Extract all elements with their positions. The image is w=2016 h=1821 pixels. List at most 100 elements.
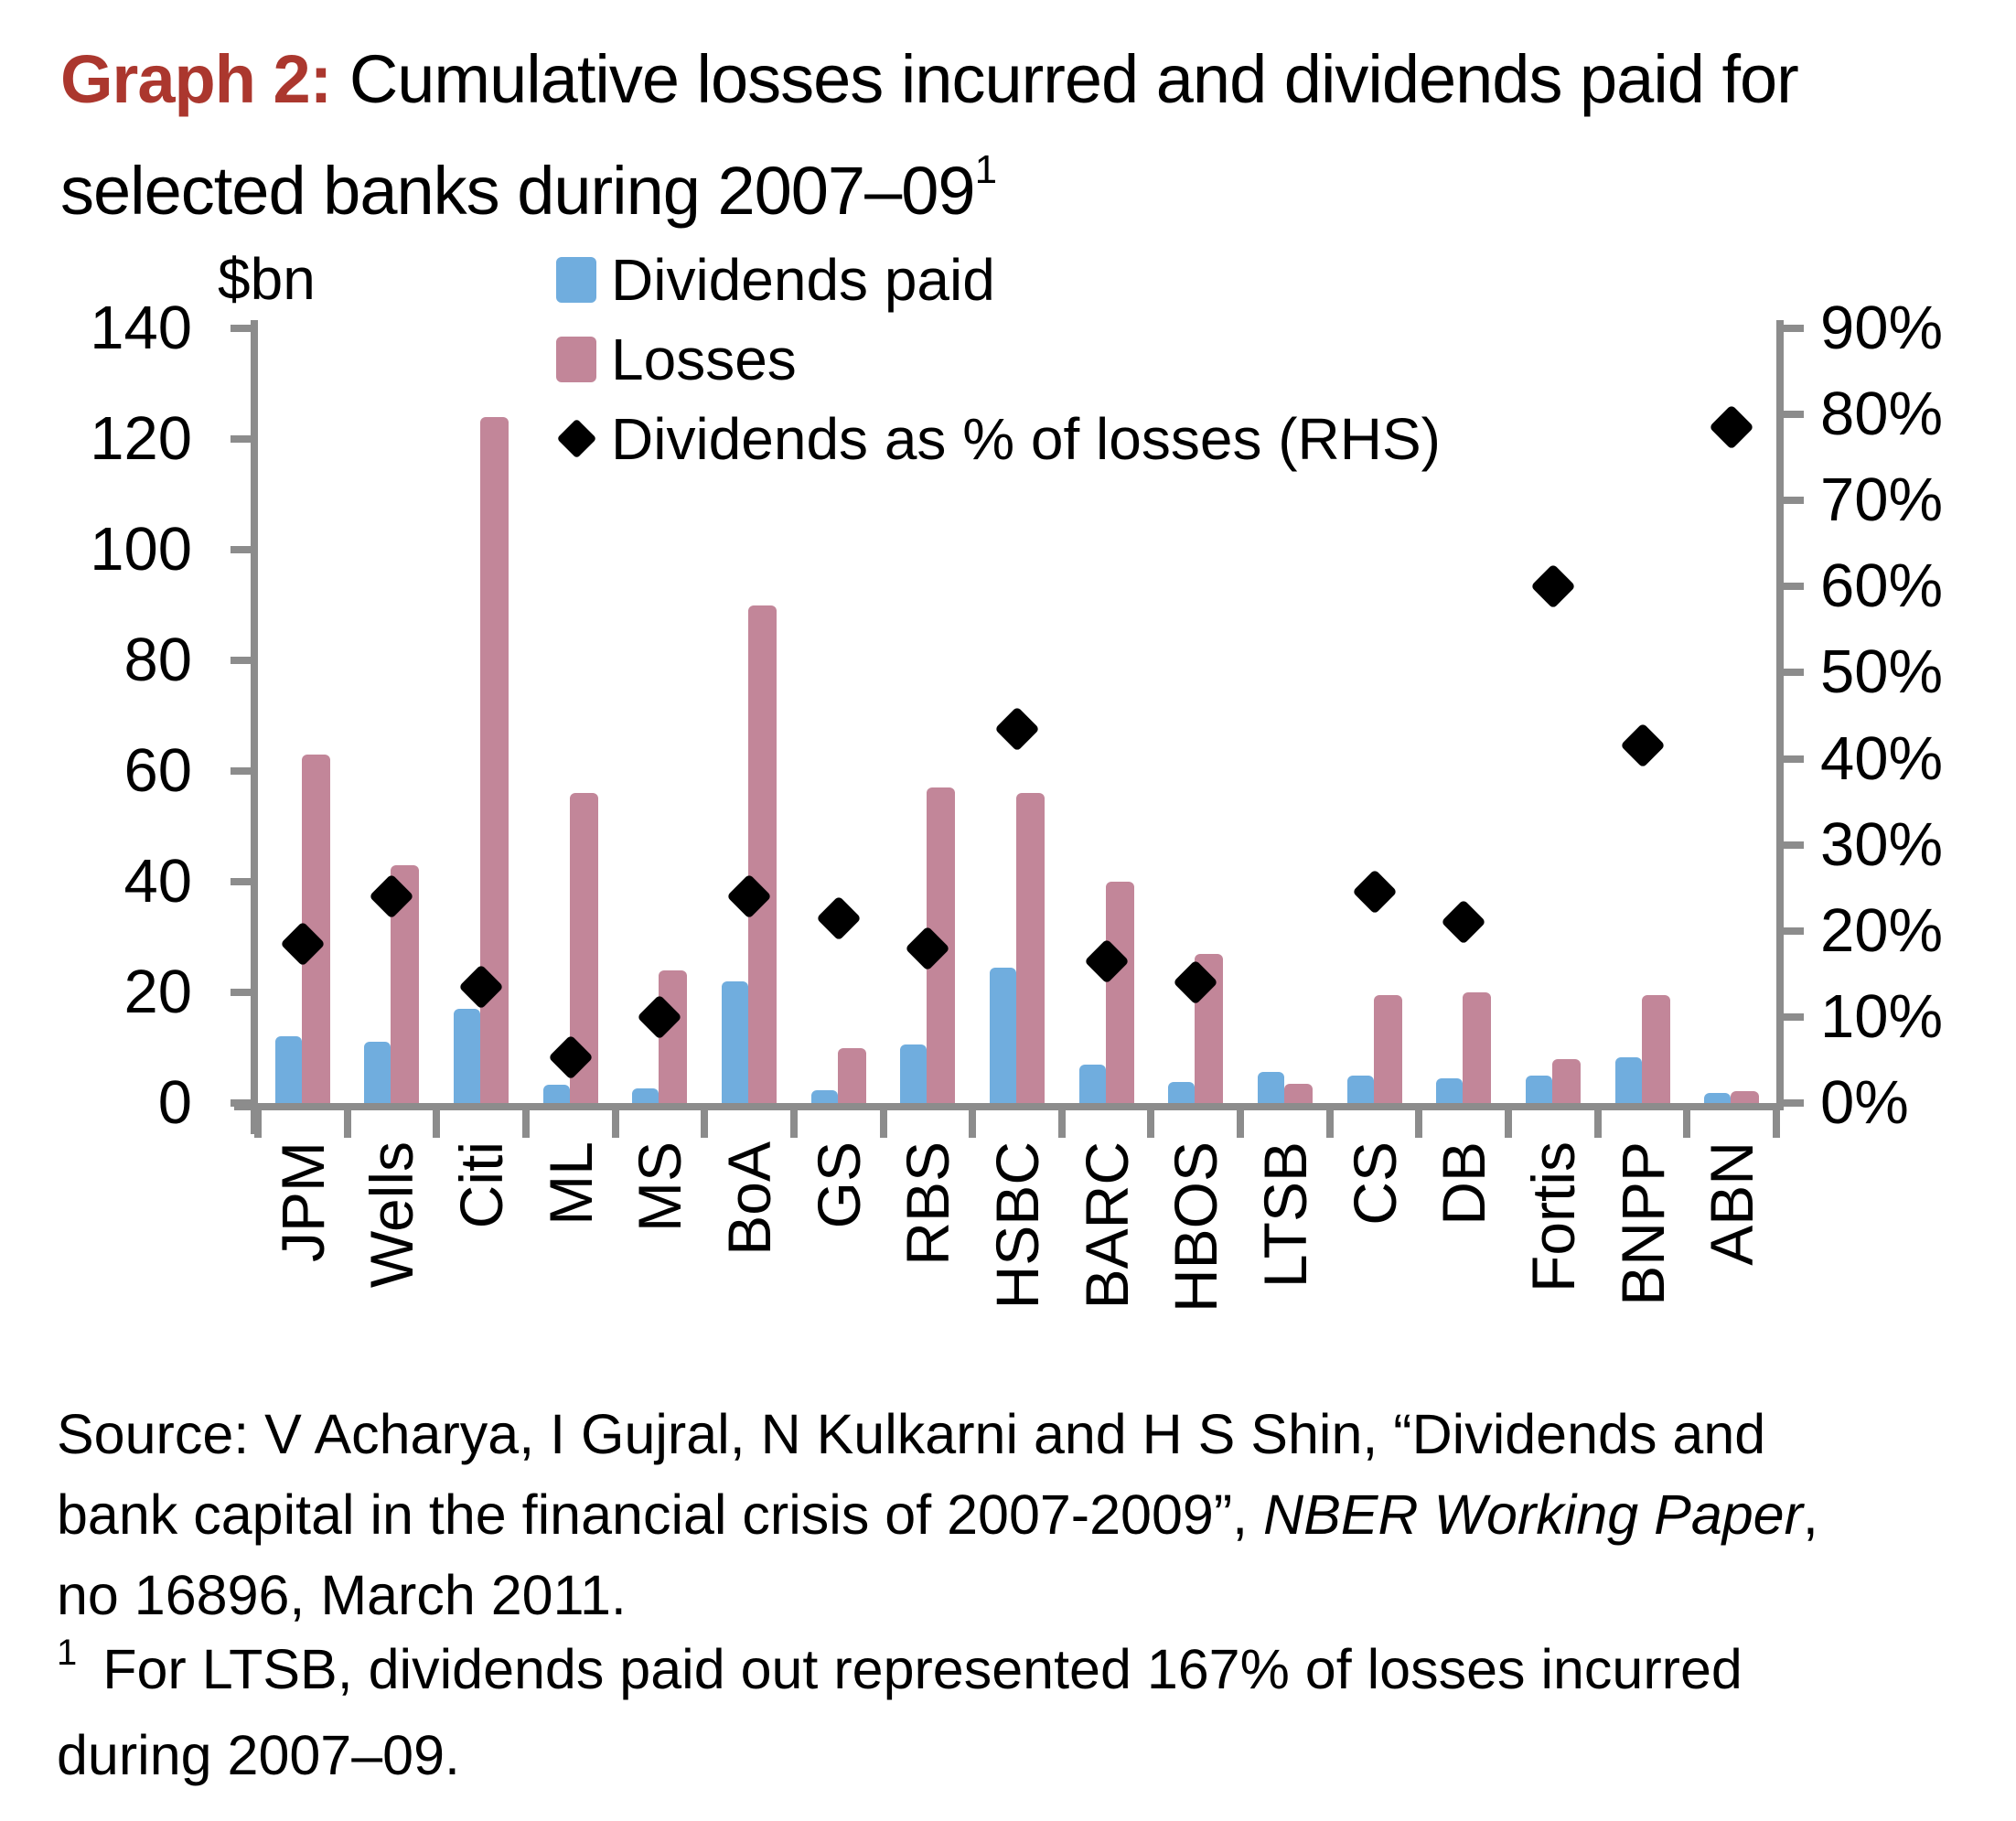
bar-dividends-paid [722, 980, 749, 1103]
x-axis-label: HSBC [983, 1141, 1051, 1310]
left-axis-tick [231, 989, 251, 996]
legend-swatch-icon [556, 256, 596, 303]
right-axis-tick [1784, 669, 1804, 677]
chart-title-text: Cumulative losses incurred and dividends… [60, 41, 1799, 229]
right-axis-tick [1784, 1012, 1804, 1021]
bar-dividends-paid [632, 1087, 659, 1103]
x-axis-tick [1593, 1109, 1602, 1138]
right-axis-line [1776, 320, 1784, 1110]
x-axis-label: Wells [358, 1141, 426, 1289]
x-axis-tick [1057, 1109, 1066, 1138]
bar-losses [1731, 1091, 1760, 1103]
bar-dividends-paid [900, 1044, 928, 1103]
source-line-2: bank capital in the financial crisis of … [57, 1484, 1818, 1546]
x-axis-tick [969, 1109, 977, 1138]
right-tick-label: 50% [1820, 637, 1944, 707]
legend-label: Dividends as % of losses (RHS) [611, 405, 1441, 472]
left-axis-tick [231, 878, 251, 885]
source-line-1: Source: V Acharya, I Gujral, N Kulkarni … [57, 1403, 1766, 1465]
x-axis-label: Fortis [1518, 1141, 1587, 1292]
bar-dividends-paid [1704, 1093, 1732, 1103]
right-tick-label: 0% [1820, 1068, 1909, 1137]
x-axis-label: Citi [447, 1141, 516, 1229]
bar-losses [1016, 793, 1045, 1103]
legend-swatch-icon [556, 336, 596, 382]
legend-label: Losses [611, 326, 797, 392]
left-axis-tick [231, 325, 251, 332]
bar-dividends-paid [1614, 1056, 1642, 1103]
bar-dividends-paid [364, 1042, 391, 1103]
bar-losses [1463, 992, 1492, 1103]
legend-diamond-icon [556, 418, 596, 459]
bar-losses [748, 605, 777, 1103]
x-axis-tick [254, 1109, 262, 1138]
legend-item: Dividends as % of losses (RHS) [556, 399, 1441, 478]
x-axis-line [234, 1103, 1784, 1110]
x-axis-label: DB [1430, 1141, 1498, 1226]
chart-title: Graph 2: Cumulative losses incurred and … [60, 24, 1871, 247]
ratio-diamond-marker [1530, 563, 1576, 610]
bar-dividends-paid [274, 1036, 302, 1103]
right-axis-tick [1784, 325, 1804, 332]
right-tick-label: 70% [1820, 466, 1944, 535]
x-axis-label: ABN [1698, 1141, 1766, 1266]
bar-dividends-paid [1525, 1075, 1552, 1103]
right-tick-label: 20% [1820, 895, 1944, 965]
x-axis-label: HBOS [1162, 1141, 1230, 1313]
right-axis-tick [1784, 841, 1804, 849]
right-axis-tick [1784, 1099, 1804, 1107]
ratio-diamond-marker [1619, 723, 1666, 769]
chart-title-footnote-marker: 1 [974, 147, 998, 192]
right-tick-label: 10% [1820, 981, 1944, 1051]
left-axis-tick [231, 1099, 251, 1107]
left-tick-label: 20 [123, 958, 192, 1026]
x-axis-tick [879, 1109, 887, 1138]
x-axis-label: ML [536, 1141, 605, 1226]
legend-label: Dividends paid [611, 246, 995, 313]
left-axis-tick [231, 767, 251, 775]
x-axis-tick [1325, 1109, 1334, 1138]
left-tick-label: 0 [157, 1068, 192, 1137]
x-axis-label: BNPP [1608, 1141, 1677, 1306]
x-axis-tick [1683, 1109, 1691, 1138]
right-tick-label: 80% [1820, 380, 1944, 449]
bar-dividends-paid [1346, 1075, 1374, 1103]
left-tick-label: 60 [123, 736, 192, 805]
bar-dividends-paid [990, 967, 1016, 1103]
ratio-diamond-marker [994, 705, 1040, 752]
left-axis-tick [231, 657, 251, 664]
right-tick-label: 90% [1820, 294, 1944, 362]
bar-losses [1373, 995, 1402, 1103]
x-axis-tick [1505, 1109, 1513, 1138]
bar-losses [1641, 995, 1670, 1103]
right-tick-label: 40% [1820, 723, 1944, 793]
right-axis-tick [1784, 927, 1804, 935]
x-axis-label: CS [1340, 1141, 1409, 1226]
bar-dividends-paid [1257, 1072, 1284, 1103]
bar-dividends-paid [542, 1085, 570, 1103]
x-axis-tick [433, 1109, 441, 1138]
x-axis-label: BoA [715, 1141, 784, 1256]
source-italic-title: NBER Working Paper [1263, 1484, 1803, 1546]
left-tick-label: 140 [90, 294, 192, 362]
left-tick-label: 120 [90, 404, 192, 473]
bar-losses [659, 969, 688, 1103]
bar-dividends-paid [1168, 1082, 1196, 1103]
left-axis-tick [231, 546, 251, 553]
right-axis-tick [1784, 411, 1804, 419]
left-axis-unit-label: $bn [218, 246, 316, 312]
bar-dividends-paid [1436, 1077, 1464, 1103]
footnote-marker: 1 [57, 1633, 78, 1673]
left-tick-label: 40 [123, 847, 192, 916]
x-axis-tick [521, 1109, 530, 1138]
right-tick-label: 60% [1820, 552, 1944, 621]
footnote-line-1: 1 For LTSB, dividends paid out represente… [57, 1633, 1743, 1700]
legend-item: Dividends paid [556, 240, 1441, 319]
x-axis-label: BARC [1072, 1141, 1141, 1310]
x-axis-tick [789, 1109, 798, 1138]
ratio-diamond-marker [1709, 404, 1754, 450]
right-axis-tick [1784, 497, 1804, 505]
x-axis-tick [343, 1109, 351, 1138]
bar-losses [837, 1047, 866, 1103]
